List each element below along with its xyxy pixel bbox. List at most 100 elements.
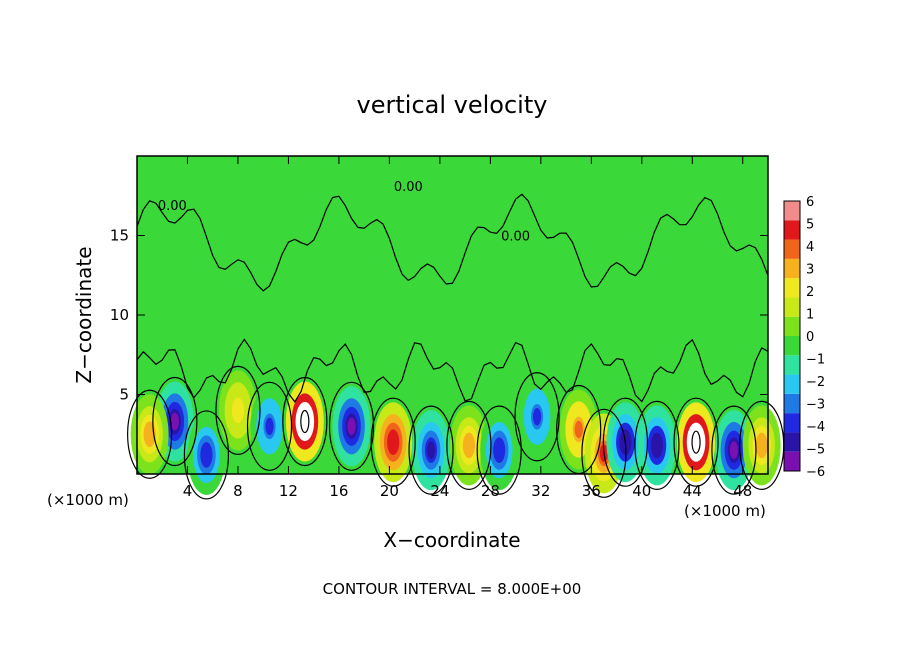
zero-contour xyxy=(634,400,680,490)
x-tick-label: 16 xyxy=(329,482,348,500)
y-axis-label: Z−coordinate xyxy=(72,246,96,383)
contour-label: 0.00 xyxy=(394,180,423,195)
peak-contour xyxy=(691,430,701,454)
colorbar-label: 6 xyxy=(806,195,814,210)
colorbar-label: −3 xyxy=(806,398,825,413)
colorbar-swatch xyxy=(784,451,800,471)
velocity-level xyxy=(347,417,356,436)
colorbar-label: −4 xyxy=(806,420,825,435)
colorbar-label: −1 xyxy=(806,353,825,368)
velocity-level xyxy=(145,425,154,443)
velocity-level xyxy=(170,412,180,431)
velocity-cell xyxy=(130,394,169,475)
colorbar-labels: 6 5 4 3 2 1 0 −1 −2 −3 −4 −5 −6 xyxy=(806,195,825,480)
chart-title: vertical velocity xyxy=(357,91,548,119)
x-tick-label: 20 xyxy=(380,482,399,500)
upper-contour xyxy=(136,193,769,292)
colorbar-swatch xyxy=(784,278,800,298)
colorbar-swatch xyxy=(784,201,800,221)
velocity-level xyxy=(464,436,474,455)
colorbar-label: 1 xyxy=(806,308,814,323)
x-tick-label: 36 xyxy=(582,482,601,500)
colorbar-swatch xyxy=(784,355,800,375)
zero-contour xyxy=(183,410,230,500)
colorbar-swatch xyxy=(784,258,800,279)
velocity-cell xyxy=(518,376,557,457)
x-tick-label: 28 xyxy=(481,482,500,500)
velocity-level xyxy=(532,408,542,426)
zero-contour xyxy=(602,397,648,487)
velocity-cell xyxy=(480,410,519,491)
zero-contour xyxy=(711,405,757,495)
x-tick-label: 40 xyxy=(632,482,651,500)
peak-contour xyxy=(300,409,310,434)
colorbar-label: 4 xyxy=(806,240,814,255)
velocity-level xyxy=(389,433,398,451)
colorbar-label: 0 xyxy=(806,330,814,345)
velocity-cell xyxy=(187,414,226,495)
x-tick-label: 24 xyxy=(430,482,449,500)
velocity-level xyxy=(202,446,211,464)
zero-contour xyxy=(673,397,719,487)
x-axis-ticks: 4 8 12 16 20 24 28 32 36 40 44 48 xyxy=(183,156,752,500)
x-tick-label: 4 xyxy=(183,482,193,500)
colorbar xyxy=(783,200,801,472)
velocity-cell xyxy=(412,410,451,491)
velocity-level xyxy=(426,441,436,459)
colorbar-label: 2 xyxy=(806,285,814,300)
zero-contour xyxy=(328,381,375,471)
zero-contour xyxy=(246,381,293,471)
x-axis-label: X−coordinate xyxy=(383,528,520,552)
colorbar-swatch xyxy=(784,432,800,452)
velocity-level xyxy=(265,417,274,436)
colorbar-swatch xyxy=(784,297,800,317)
y-axis-ticks: 5 10 15 xyxy=(110,227,768,404)
zero-contour xyxy=(408,405,454,495)
zero-contour xyxy=(514,372,560,462)
contour-label: 0.00 xyxy=(501,229,530,244)
contour-interval-note: CONTOUR INTERVAL = 8.000E+00 xyxy=(323,580,582,598)
contour-label: 0.00 xyxy=(158,199,187,214)
colorbar-swatch xyxy=(784,336,800,356)
zero-contour xyxy=(581,408,627,498)
x-axis-unit: (×1000 m) xyxy=(684,502,766,520)
x-tick-label: 44 xyxy=(683,482,702,500)
zero-contour xyxy=(370,397,416,487)
colorbar-label: −6 xyxy=(806,465,825,480)
y-axis-unit: (×1000 m) xyxy=(47,491,129,509)
colorbar-label: 3 xyxy=(806,263,814,278)
velocity-level xyxy=(729,441,739,459)
colorbar-swatch xyxy=(784,393,800,414)
plot-area: 0.00 0.00 0.00 xyxy=(127,155,785,500)
colorbar-swatch xyxy=(784,239,800,259)
y-tick-label: 5 xyxy=(119,386,129,404)
velocity-level xyxy=(574,420,583,439)
zero-contour xyxy=(215,365,261,455)
colorbar-swatch xyxy=(784,413,800,433)
y-tick-label: 10 xyxy=(110,306,129,324)
colorbar-frame xyxy=(783,200,801,472)
boundary-contour xyxy=(136,338,769,403)
x-tick-label: 12 xyxy=(279,482,298,500)
velocity-cell xyxy=(332,386,371,467)
velocity-level xyxy=(233,401,243,420)
velocity-level xyxy=(495,441,504,459)
zero-contour xyxy=(446,400,492,490)
colorbar-swatch xyxy=(784,316,800,336)
zero-contour xyxy=(152,376,198,467)
zero-contour xyxy=(476,405,522,495)
velocity-level xyxy=(652,436,662,455)
colorbar-label: −5 xyxy=(806,443,825,458)
x-tick-label: 8 xyxy=(233,482,243,500)
colorbar-label: 5 xyxy=(806,218,814,233)
x-tick-label: 48 xyxy=(733,482,752,500)
velocity-cell xyxy=(374,402,413,483)
colorbar-swatch xyxy=(784,220,800,240)
x-tick-label: 32 xyxy=(531,482,550,500)
colorbar-swatch xyxy=(784,374,800,394)
colorbar-label: −2 xyxy=(806,375,825,390)
zero-contour xyxy=(127,389,173,479)
y-tick-label: 15 xyxy=(110,227,129,245)
contour-lines: 0.00 0.00 0.00 xyxy=(127,180,785,500)
